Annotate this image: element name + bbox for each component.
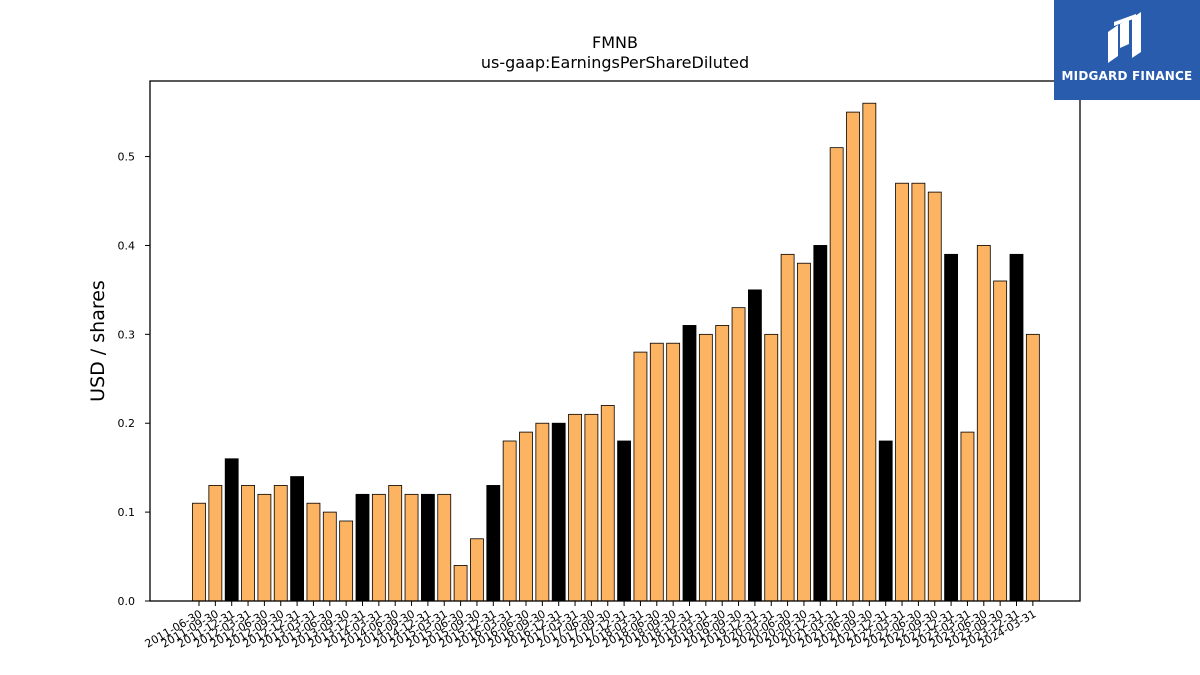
y-tick-label: 0.2 bbox=[118, 417, 136, 430]
bar-2017-06-30 bbox=[584, 413, 599, 602]
bar-2023-03-31 bbox=[960, 431, 975, 602]
plot-frame bbox=[149, 80, 1081, 602]
bar-2018-06-30 bbox=[649, 342, 664, 602]
bar-2023-12-31 bbox=[1009, 253, 1024, 602]
bar-2021-03-31 bbox=[829, 147, 844, 602]
bar-2015-03-31 bbox=[437, 493, 452, 602]
bar-2014-06-30 bbox=[388, 485, 403, 602]
bar-2013-03-31 bbox=[306, 502, 321, 602]
bars-group bbox=[192, 102, 1040, 602]
brand-logo: MIDGARD FINANCE bbox=[1054, 0, 1200, 100]
y-axis-label: USD / shares bbox=[87, 280, 109, 402]
bar-2013-09-30 bbox=[339, 520, 354, 602]
bar-2018-03-31 bbox=[633, 351, 648, 602]
bar-2016-06-30 bbox=[519, 431, 533, 602]
bar-2012-09-30 bbox=[273, 485, 288, 602]
midgard-logo-icon bbox=[1108, 12, 1141, 63]
bar-2022-12-31 bbox=[944, 253, 958, 602]
bar-2016-09-30 bbox=[535, 422, 550, 602]
y-axis: 0.0 0.1 0.2 0.3 0.4 0.5 bbox=[118, 151, 150, 608]
bar-2020-06-30 bbox=[780, 253, 795, 602]
x-axis: 2011-06-302011-09-302011-12-312012-03-31… bbox=[143, 601, 1038, 651]
chart-title: FMNB bbox=[592, 33, 638, 52]
bar-2012-12-31 bbox=[290, 476, 305, 602]
bar-2016-12-31 bbox=[551, 422, 566, 602]
bar-2018-12-31 bbox=[682, 325, 697, 602]
bar-2018-09-30 bbox=[666, 342, 681, 602]
bar-2022-09-30 bbox=[927, 191, 942, 602]
y-tick-label: 0.0 bbox=[118, 595, 136, 608]
bar-2011-12-31 bbox=[224, 458, 239, 602]
bar-2020-03-31 bbox=[764, 333, 779, 602]
bar-2017-09-30 bbox=[600, 405, 615, 602]
bar-2011-09-30 bbox=[208, 485, 223, 602]
y-tick-label: 0.1 bbox=[118, 506, 136, 519]
bar-2023-09-30 bbox=[993, 280, 1008, 602]
bar-2020-09-30 bbox=[797, 262, 811, 602]
chart-subtitle: us-gaap:EarningsPerShareDiluted bbox=[481, 53, 749, 72]
bar-2014-03-31 bbox=[371, 493, 386, 602]
bar-2019-12-31 bbox=[748, 289, 762, 602]
bar-2022-06-30 bbox=[911, 182, 926, 602]
bar-2015-12-31 bbox=[486, 485, 501, 602]
bar-2022-03-31 bbox=[895, 182, 909, 602]
y-tick-label: 0.5 bbox=[118, 151, 136, 164]
bar-2016-03-31 bbox=[502, 440, 517, 602]
bar-2015-06-30 bbox=[453, 565, 468, 602]
bar-2017-12-31 bbox=[617, 440, 631, 602]
bar-2021-12-31 bbox=[878, 440, 893, 602]
bar-2019-03-31 bbox=[698, 333, 713, 602]
bar-2024-03-31 bbox=[1025, 333, 1040, 602]
bar-2015-09-30 bbox=[470, 538, 484, 602]
bar-2013-06-30 bbox=[322, 511, 337, 602]
bar-2012-06-30 bbox=[257, 493, 272, 602]
bar-2023-06-30 bbox=[976, 245, 991, 602]
brand-name: MIDGARD FINANCE bbox=[1061, 69, 1193, 83]
bar-2014-09-30 bbox=[404, 493, 419, 602]
bar-2017-03-31 bbox=[568, 413, 582, 602]
y-tick-label: 0.4 bbox=[118, 239, 136, 252]
bar-2021-09-30 bbox=[862, 102, 877, 602]
bar-2012-03-31 bbox=[241, 485, 255, 602]
bar-2021-06-30 bbox=[846, 111, 860, 602]
bar-2019-06-30 bbox=[715, 325, 730, 602]
bar-2013-12-31 bbox=[355, 493, 370, 602]
bar-2019-09-30 bbox=[731, 307, 746, 602]
y-tick-label: 0.3 bbox=[118, 328, 136, 341]
bar-2020-12-31 bbox=[813, 245, 828, 602]
bar-2011-06-30 bbox=[192, 502, 206, 602]
bar-2014-12-31 bbox=[420, 493, 435, 602]
